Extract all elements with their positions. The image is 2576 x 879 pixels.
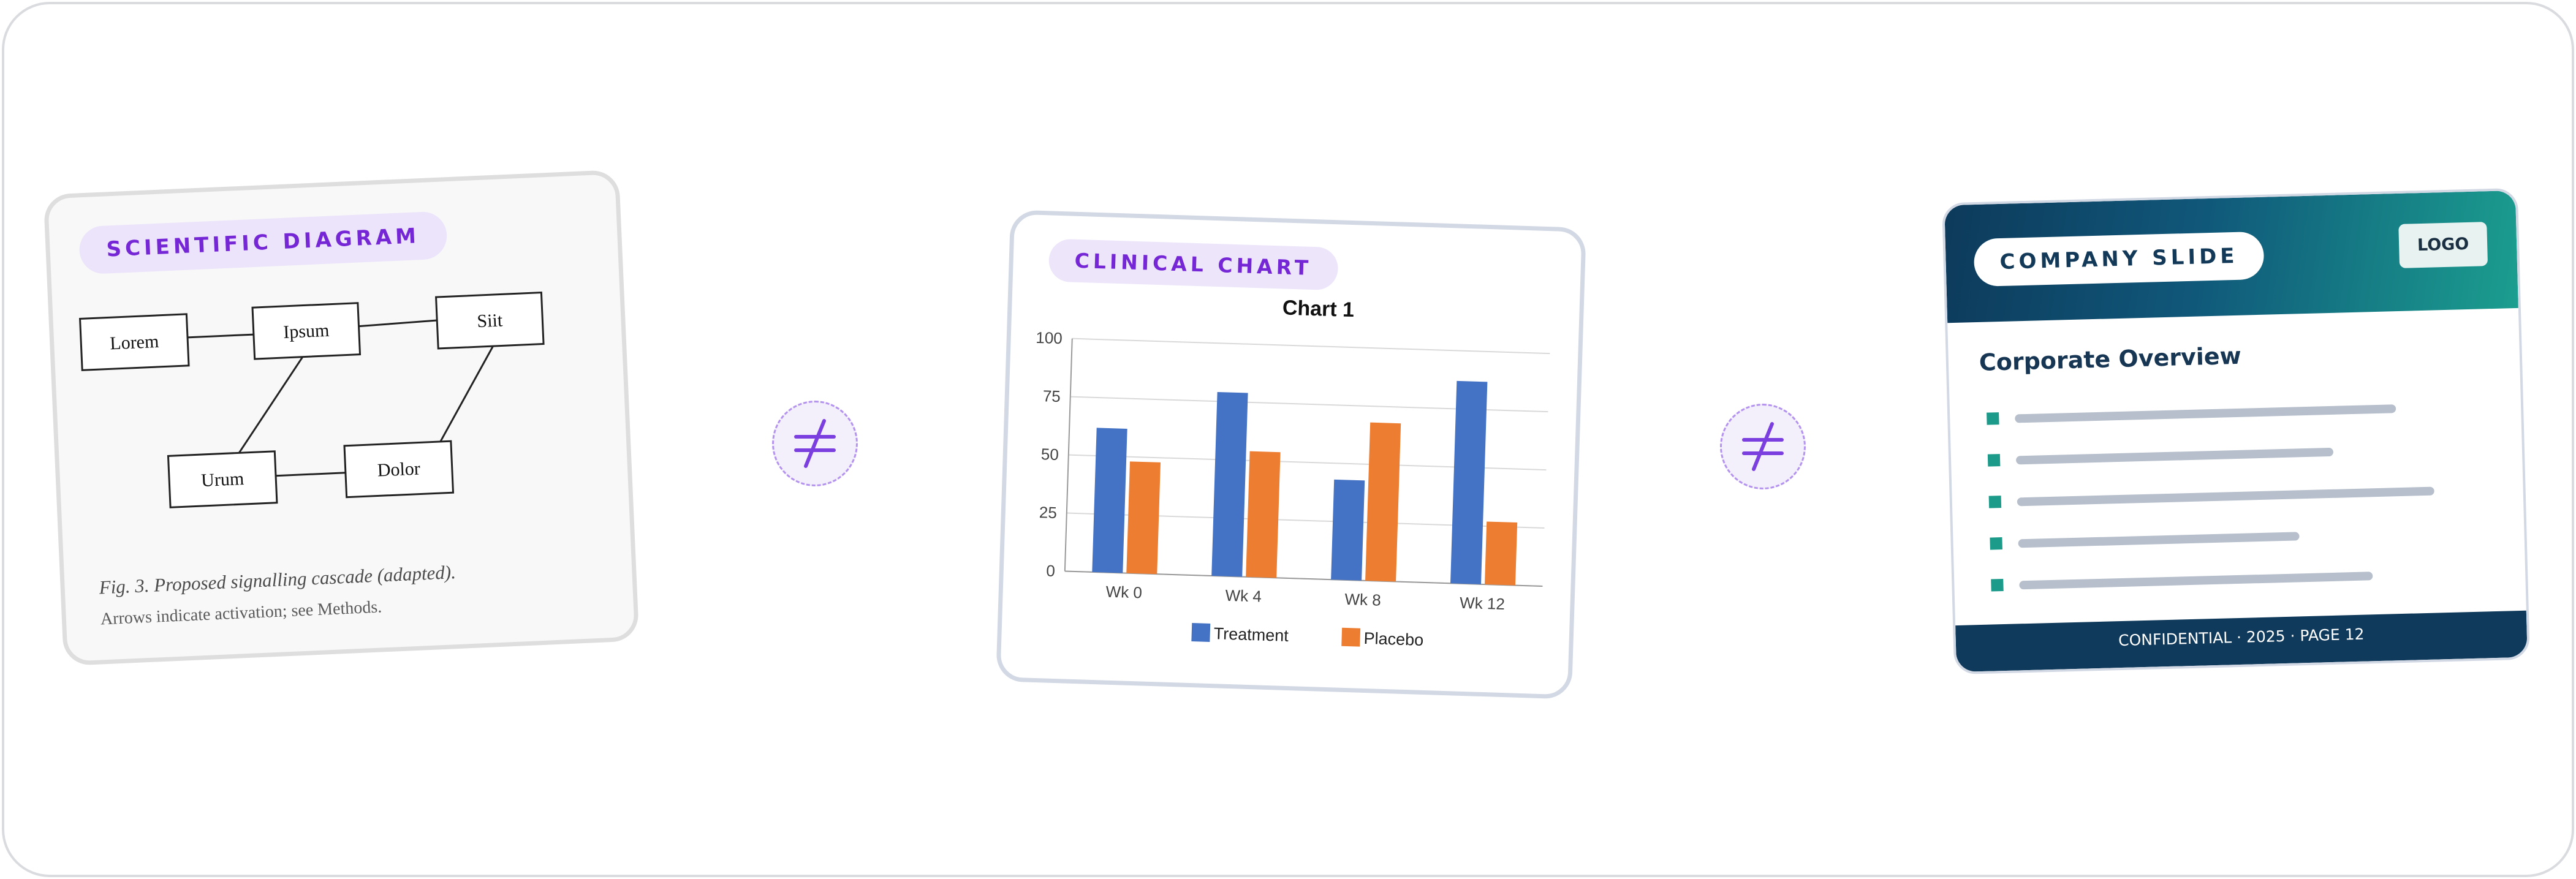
bar-chart: Chart 1 0 25 50 75 100 Wk 0 Wk 4 Wk 8 Wk 12 Tre… xyxy=(1036,296,1550,649)
diagram-node-label: Ipsum xyxy=(283,320,330,342)
diagram-node-label: Dolor xyxy=(377,458,420,480)
x-tick-label: Wk 4 xyxy=(1225,586,1262,606)
diagram-node xyxy=(343,440,455,499)
scientific-diagram-label: SCIENTIFIC DIAGRAM xyxy=(78,211,448,275)
x-tick-label: Wk 8 xyxy=(1344,590,1381,609)
slide-header: COMPANY SLIDE LOGO xyxy=(1944,190,2518,323)
bar-placebo xyxy=(1484,521,1518,586)
legend-label: Treatment xyxy=(1213,624,1289,645)
figure-note: Arrows indicate activation; see Methods. xyxy=(100,597,382,629)
y-tick-label: 25 xyxy=(1039,503,1057,522)
bar-placebo xyxy=(1365,422,1401,582)
legend-label: Placebo xyxy=(1363,629,1423,649)
gridline xyxy=(1072,338,1550,355)
diagram-node xyxy=(78,313,190,371)
x-tick-label: Wk 12 xyxy=(1460,594,1506,613)
chart-title: Chart 1 xyxy=(1282,296,1354,322)
not-equal-badge xyxy=(1720,404,1806,489)
bullet-square-icon xyxy=(1988,496,2002,508)
placeholder-text-line xyxy=(2017,486,2434,507)
diagram-node xyxy=(167,450,278,508)
placeholder-text-line xyxy=(2019,572,2373,590)
bar-treatment xyxy=(1211,391,1248,577)
bar-placebo xyxy=(1246,451,1281,578)
y-axis xyxy=(1064,338,1073,572)
clinical-chart-card: CLINICAL CHART Chart 1 0 25 50 75 100 Wk 0 Wk… xyxy=(996,209,1586,700)
y-tick-label: 50 xyxy=(1040,445,1059,464)
diagram-node-label: Siit xyxy=(477,310,504,331)
clinical-chart-label: CLINICAL CHART xyxy=(1048,238,1339,291)
figure-caption: Fig. 3. Proposed signalling cascade (ada… xyxy=(98,561,456,598)
legend-swatch xyxy=(1191,623,1211,642)
placeholder-text-line xyxy=(2015,447,2334,465)
company-slide-label: COMPANY SLIDE xyxy=(1973,231,2265,287)
diagram-node xyxy=(434,292,545,350)
slide-title: Corporate Overview xyxy=(1979,342,2242,376)
bullet-square-icon xyxy=(1990,537,2002,550)
legend-swatch xyxy=(1341,627,1361,647)
y-tick-label: 0 xyxy=(1046,562,1055,580)
scientific-diagram-card: SCIENTIFIC DIAGRAM Lorem Ipsum Siit Ur xyxy=(43,169,640,666)
not-equal-badge xyxy=(772,401,858,486)
bar-treatment xyxy=(1092,428,1127,573)
diagram-node-label: Urum xyxy=(201,469,244,491)
placeholder-text-line xyxy=(2018,532,2300,548)
not-equal-icon xyxy=(794,419,836,468)
diagram-node-label: Lorem xyxy=(110,331,159,353)
signalling-diagram: Lorem Ipsum Siit Urum Dolor xyxy=(78,292,545,508)
logo-placeholder: LOGO xyxy=(2398,222,2488,268)
bar-placebo xyxy=(1126,461,1161,575)
bar-treatment xyxy=(1331,479,1365,581)
bullet-list xyxy=(1987,394,2482,615)
bar-treatment xyxy=(1450,380,1488,584)
y-tick-label: 100 xyxy=(1036,328,1063,347)
bullet-square-icon xyxy=(1987,454,2001,467)
bullet-square-icon xyxy=(1987,412,1999,425)
x-tick-label: Wk 0 xyxy=(1105,583,1142,602)
diagram-node xyxy=(251,302,362,360)
slide-footer: CONFIDENTIAL · 2025 · PAGE 12 xyxy=(1955,610,2528,673)
not-equal-icon xyxy=(1742,422,1784,471)
bullet-square-icon xyxy=(1991,579,2004,592)
placeholder-text-line xyxy=(2015,404,2396,423)
company-slide-card: COMPANY SLIDE LOGO Corporate Overview CO… xyxy=(1942,187,2530,675)
y-tick-label: 75 xyxy=(1042,387,1061,406)
